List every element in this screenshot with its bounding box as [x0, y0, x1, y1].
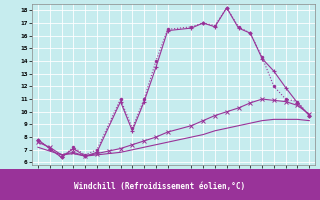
Text: Windchill (Refroidissement éolien,°C): Windchill (Refroidissement éolien,°C) — [75, 182, 245, 191]
